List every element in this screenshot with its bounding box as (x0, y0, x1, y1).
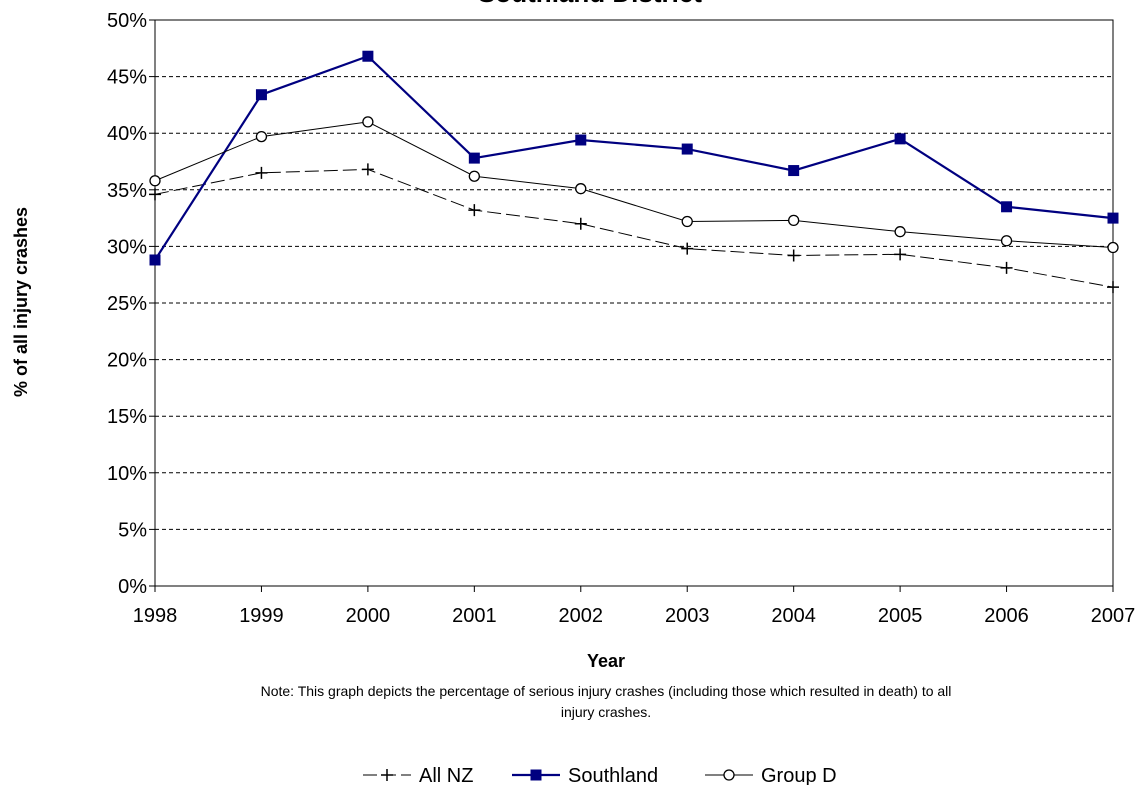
y-tick-label: 0% (118, 576, 147, 598)
x-tick-label: 1998 (133, 605, 178, 627)
data-point-all-nz (681, 242, 694, 255)
data-point-all-nz (1000, 261, 1013, 274)
legend-marker (723, 769, 735, 781)
y-tick-label: 40% (107, 123, 147, 145)
x-tick-label: 2001 (452, 605, 497, 627)
y-tick-label: 35% (107, 180, 147, 202)
y-tick-label: 15% (107, 406, 147, 428)
data-point-southland (894, 133, 906, 145)
data-point-all-nz (255, 166, 268, 179)
chart-title: Southland District (478, 0, 702, 8)
data-point-all-nz (468, 204, 481, 217)
legend-label: All NZ (419, 765, 473, 785)
x-tick-label: 2000 (346, 605, 391, 627)
y-tick-label: 25% (107, 293, 147, 315)
chart-note-line-2: injury crashes. (561, 704, 651, 720)
y-tick-label: 20% (107, 350, 147, 372)
legend-marker (381, 769, 393, 781)
series-group (149, 50, 1119, 294)
data-point-southland (1107, 212, 1119, 224)
x-tick-label: 2004 (771, 605, 816, 627)
x-axis-label: Year (587, 651, 625, 671)
series-line-group-d (154, 121, 1114, 249)
data-point-southland (788, 165, 800, 177)
y-axis-label: % of all injury crashes (11, 207, 31, 397)
legend-marker (530, 769, 542, 781)
y-tick-label: 5% (118, 519, 147, 541)
data-point-group-d (1000, 235, 1013, 247)
x-tick-label: 2002 (559, 605, 604, 627)
data-point-group-d (362, 116, 374, 128)
y-tick-label: 10% (107, 463, 147, 485)
data-point-southland (575, 134, 587, 146)
data-point-all-nz (574, 217, 587, 230)
x-tick-label: 2007 (1091, 605, 1136, 627)
y-axis-ticks: 0% 5% 10% 15% 20% 25% 30% 35% 40% 45% 50% (107, 10, 155, 598)
chart-note-line-1: Note: This graph depicts the percentage … (261, 683, 952, 699)
legend-label: Southland (568, 765, 658, 785)
data-point-group-d (255, 130, 268, 143)
data-point-group-d (788, 214, 800, 227)
series-line-all-nz (154, 168, 1114, 288)
data-point-all-nz (149, 188, 161, 201)
data-point-group-d (149, 175, 161, 187)
series-line-southland (154, 54, 1114, 261)
data-point-group-d (894, 226, 906, 238)
legend-label: Group D (761, 765, 837, 785)
legend-item-group-d: Group D (705, 765, 837, 785)
legend-item-southland: Southland (512, 765, 658, 785)
legend: All NZ Southland Group D (363, 765, 837, 785)
data-point-southland (149, 254, 161, 266)
y-tick-label: 50% (107, 10, 147, 32)
data-point-group-d (681, 215, 693, 228)
y-tick-label: 30% (107, 236, 147, 258)
data-point-all-nz (1107, 281, 1119, 294)
data-point-group-d (1107, 241, 1119, 254)
data-point-southland (362, 50, 374, 62)
data-point-southland (1001, 201, 1013, 213)
x-tick-label: 2005 (878, 605, 923, 627)
gridlines (155, 76, 1113, 530)
data-point-southland (255, 89, 267, 101)
x-tick-label: 2003 (665, 605, 710, 627)
data-point-all-nz (361, 163, 374, 176)
data-point-all-nz (787, 249, 800, 262)
data-point-group-d (575, 183, 587, 195)
y-tick-label: 45% (107, 67, 147, 89)
data-point-group-d (468, 170, 480, 182)
x-axis-ticks: 1998 1999 2000 2001 2002 2003 2004 2005 2006 2007 (133, 586, 1136, 627)
x-tick-label: 1999 (239, 605, 284, 627)
data-point-southland (468, 152, 480, 164)
legend-item-all-nz: All NZ (363, 765, 473, 785)
x-tick-label: 2006 (984, 605, 1029, 627)
data-point-all-nz (894, 248, 907, 261)
data-point-southland (681, 143, 693, 155)
